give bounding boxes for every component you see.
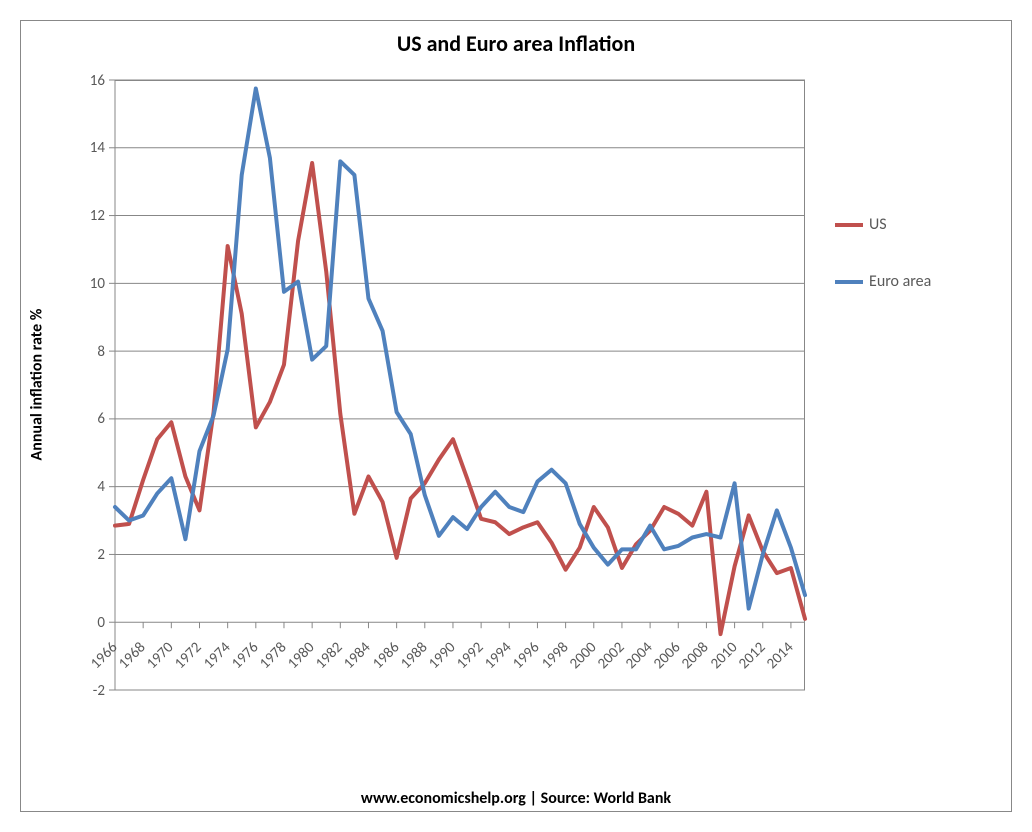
y-tick-label: 16: [67, 72, 105, 90]
y-tick-label: 12: [67, 207, 105, 225]
legend: US Euro area: [835, 215, 931, 291]
chart-container: US and Euro area Inflation Annual inflat…: [0, 0, 1032, 832]
legend-label: Euro area: [869, 272, 931, 291]
y-tick-label: 8: [67, 343, 105, 361]
legend-swatch: [835, 280, 863, 284]
legend-label: US: [869, 215, 887, 234]
y-tick-label: 6: [67, 410, 105, 428]
y-tick-label: -2: [67, 682, 105, 700]
legend-swatch: [835, 223, 863, 227]
data-lines: [0, 0, 1032, 832]
legend-item-euro-area: Euro area: [835, 272, 931, 291]
y-tick-label: 0: [67, 614, 105, 632]
y-tick-label: 10: [67, 275, 105, 293]
y-tick-label: 4: [67, 478, 105, 496]
y-tick-label: 14: [67, 139, 105, 157]
y-tick-label: 2: [67, 546, 105, 564]
legend-item-us: US: [835, 215, 931, 234]
